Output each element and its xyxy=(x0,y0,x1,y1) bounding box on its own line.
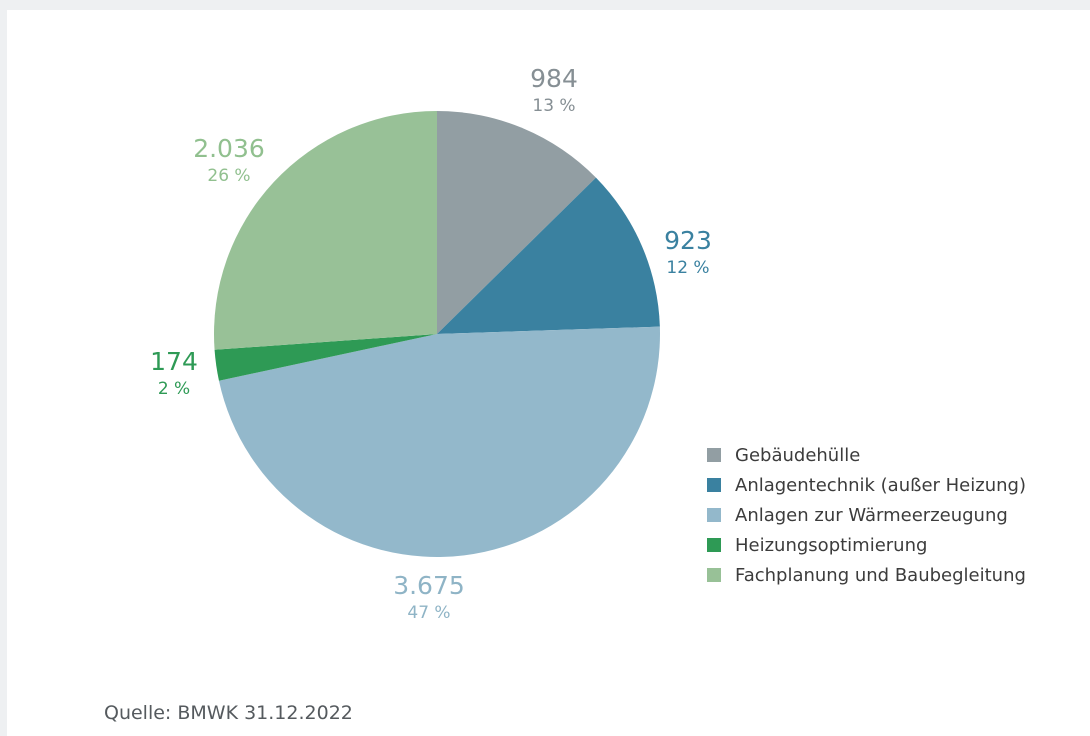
slice-percent-label: 26 % xyxy=(207,166,250,186)
source-note: Quelle: BMWK 31.12.2022 xyxy=(104,702,353,724)
pie-slice-5 xyxy=(213,111,437,350)
legend-item: Anlagen zur Wärmeerzeugung xyxy=(707,500,1026,530)
pie-slice-3 xyxy=(218,326,661,557)
legend-label: Anlagen zur Wärmeerzeugung xyxy=(735,504,1008,526)
slice-value-label: 2.036 xyxy=(193,134,265,163)
pie-slice-2 xyxy=(437,177,660,334)
legend-label: Fachplanung und Baubegleitung xyxy=(735,564,1026,586)
pie-chart: 984 13 % 923 12 % 3.675 47 % 174 2 % 2.036 26 % xyxy=(150,64,712,623)
legend-item: Heizungsoptimierung xyxy=(707,530,1026,560)
slice-percent-label: 47 % xyxy=(407,603,450,623)
slice-percent-label: 13 % xyxy=(532,96,575,116)
slice-value-label: 174 xyxy=(150,347,198,376)
slice-percent-label: 2 % xyxy=(158,379,190,399)
legend: Gebäudehülle Anlagentechnik (außer Heizun… xyxy=(707,440,1026,590)
legend-swatch xyxy=(707,568,721,582)
slice-value-label: 3.675 xyxy=(393,571,465,600)
pie-slice-4 xyxy=(214,334,437,381)
legend-swatch xyxy=(707,478,721,492)
legend-label: Gebäudehülle xyxy=(735,444,861,466)
legend-swatch xyxy=(707,538,721,552)
slice-value-label: 984 xyxy=(530,64,578,93)
slice-value-label: 923 xyxy=(664,226,712,255)
legend-item: Anlagentechnik (außer Heizung) xyxy=(707,470,1026,500)
slice-percent-label: 12 % xyxy=(666,258,709,278)
legend-item: Fachplanung und Baubegleitung xyxy=(707,560,1026,590)
legend-label: Anlagentechnik (außer Heizung) xyxy=(735,474,1026,496)
pie-slice-1 xyxy=(437,111,596,334)
legend-label: Heizungsoptimierung xyxy=(735,534,928,556)
legend-swatch xyxy=(707,508,721,522)
chart-card: 984 13 % 923 12 % 3.675 47 % 174 2 % 2.036 26 % G… xyxy=(7,10,1090,736)
legend-swatch xyxy=(707,448,721,462)
legend-item: Gebäudehülle xyxy=(707,440,1026,470)
